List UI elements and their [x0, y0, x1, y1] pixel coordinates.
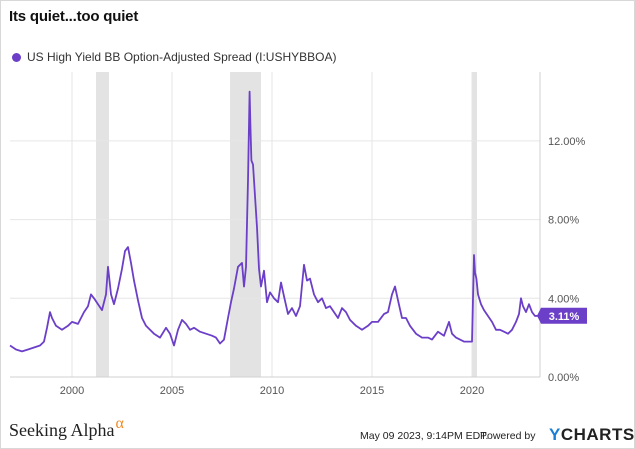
last-value-label: 3.11% — [549, 311, 580, 323]
x-tick-label-1: 2005 — [160, 385, 184, 397]
chart-title: Its quiet...too quiet — [9, 8, 139, 25]
ycharts-logo-text: CHARTS — [560, 425, 635, 444]
shaded-period-1 — [230, 72, 261, 377]
ycharts-logo-y: Y — [549, 425, 561, 444]
timestamp: May 09 2023, 9:14PM EDT. — [360, 430, 489, 442]
x-tick-label-0: 2000 — [60, 385, 84, 397]
legend-series-label: US High Yield BB Option-Adjusted Spread … — [27, 50, 337, 64]
shaded-period-0 — [96, 72, 109, 377]
x-tick-label-4: 2020 — [460, 385, 484, 397]
legend[interactable]: US High Yield BB Option-Adjusted Spread … — [12, 50, 336, 64]
y-tick-label-3: 12.00% — [548, 136, 586, 148]
x-tick-label-3: 2015 — [360, 385, 384, 397]
y-tick-label-1: 4.00% — [548, 293, 579, 305]
y-tick-label-2: 8.00% — [548, 215, 579, 227]
powered-by-label: Powered by — [480, 430, 536, 442]
legend-marker — [12, 52, 21, 62]
ycharts-logo[interactable]: YCHARTS — [549, 425, 635, 445]
brand-name: Seeking Alpha — [9, 420, 115, 440]
last-value-badge — [537, 307, 587, 324]
y-tick-label-0: 0.00% — [548, 372, 579, 384]
shaded-period-2 — [472, 72, 477, 377]
alpha-icon: α — [115, 415, 124, 432]
x-tick-label-2: 2010 — [260, 385, 284, 397]
seeking-alpha-logo: Seeking Alphaα — [9, 415, 124, 441]
series-line — [9, 90, 539, 353]
